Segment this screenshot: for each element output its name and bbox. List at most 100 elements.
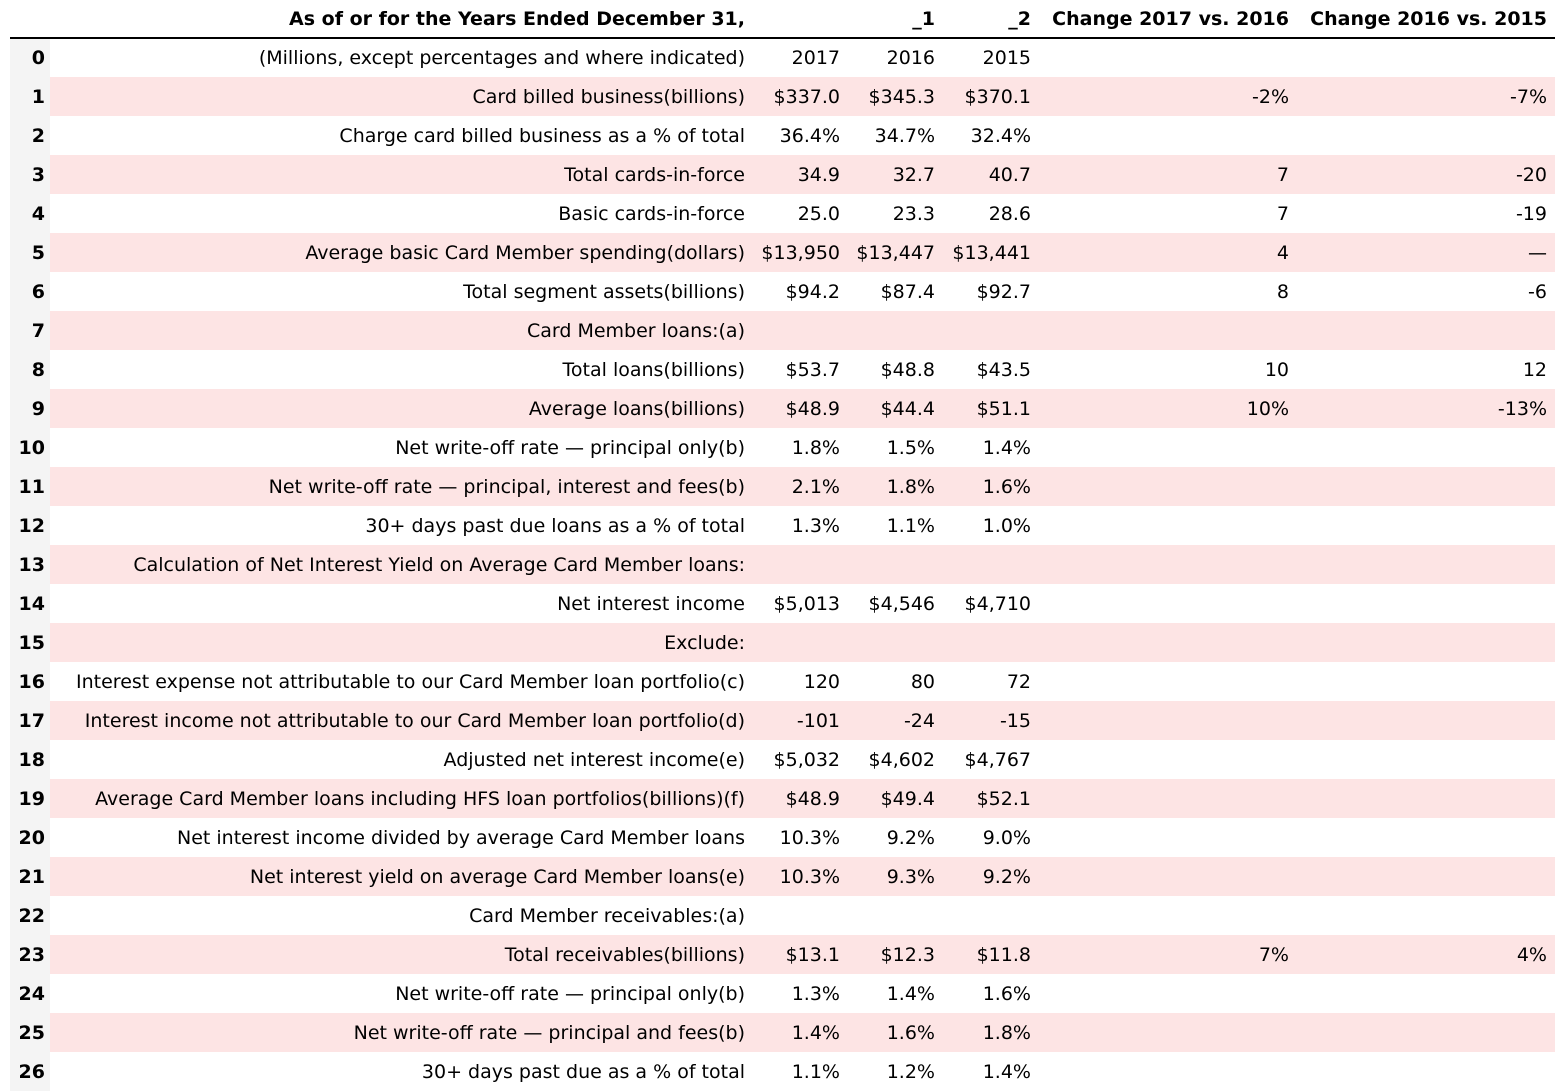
row-label-cell: Card Member receivables:(a) bbox=[469, 904, 745, 927]
value-2017-cell: 1.3% bbox=[791, 514, 840, 537]
change-2016-vs-2015-cell bbox=[1297, 545, 1555, 584]
value-2016-cell: $4,546 bbox=[868, 592, 935, 615]
change-2017-vs-2016-cell bbox=[1039, 545, 1297, 584]
row-index-cell: 17 bbox=[10, 701, 50, 740]
row-index-cell: 21 bbox=[10, 857, 50, 896]
row-index-cell: 25 bbox=[10, 1013, 50, 1052]
value-2015-cell bbox=[943, 545, 1039, 584]
change-2016-vs-2015-cell bbox=[1297, 428, 1555, 467]
row-label-cell: Total receivables(billions) bbox=[50, 935, 753, 974]
value-2017-cell: 2.1% bbox=[753, 467, 848, 506]
table-row: 1 Card billed business(billions) $337.0 $34… bbox=[10, 77, 1555, 116]
value-2017-cell: $94.2 bbox=[785, 280, 840, 303]
value-2017-cell: 25.0 bbox=[797, 202, 840, 225]
table-body: 0 (Millions, except percentages and where… bbox=[10, 38, 1555, 1091]
header-cell-change-2016-2015: Change 2016 vs. 2015 bbox=[1297, 0, 1555, 39]
value-2015-cell: $4,710 bbox=[964, 592, 1031, 615]
header-cell-year-col-1 bbox=[753, 0, 848, 39]
row-index-cell: 10 bbox=[10, 428, 50, 467]
change-2016-vs-2015-cell bbox=[1297, 857, 1555, 896]
table-row: 6 Total segment assets(billions) $94.2 $87.… bbox=[10, 272, 1555, 311]
value-2016-cell: 23.3 bbox=[892, 202, 935, 225]
table-row: 25 Net write-off rate — principal and fee… bbox=[10, 1013, 1555, 1052]
row-label-cell: Net write-off rate — principal and fees(… bbox=[50, 1013, 753, 1052]
value-2016-cell: $48.8 bbox=[880, 358, 935, 381]
change-2016-vs-2015-cell bbox=[1297, 584, 1555, 623]
change-2016-vs-2015-cell: -19 bbox=[1515, 202, 1547, 225]
table-row: 14 Net interest income $5,013 $4,546 $4,710 bbox=[10, 584, 1555, 623]
change-2017-vs-2016-cell: 7 bbox=[1039, 155, 1297, 194]
value-2016-cell bbox=[848, 623, 943, 662]
change-2016-vs-2015-cell bbox=[1297, 1052, 1555, 1091]
value-2017-cell: 1.1% bbox=[791, 1060, 840, 1083]
row-index-cell: 7 bbox=[10, 311, 50, 350]
table-row: 7 Card Member loans:(a) bbox=[10, 311, 1555, 350]
row-index-cell: 2 bbox=[10, 116, 50, 155]
change-2016-vs-2015-cell: -20 bbox=[1297, 155, 1555, 194]
value-2016-cell: 9.3% bbox=[848, 857, 943, 896]
change-2017-vs-2016-cell bbox=[1039, 740, 1297, 779]
change-2016-vs-2015-cell: 12 bbox=[1522, 358, 1547, 381]
table-row: 4 Basic cards-in-force 25.0 23.3 28.6 7 -19 bbox=[10, 194, 1555, 233]
value-2015-cell: $13,441 bbox=[943, 233, 1039, 272]
value-2016-cell: 1.2% bbox=[886, 1060, 935, 1083]
value-2015-cell: $51.1 bbox=[943, 389, 1039, 428]
change-2017-vs-2016-cell: 10 bbox=[1264, 358, 1289, 381]
header-row: As of or for the Years Ended December 31… bbox=[10, 0, 1555, 39]
row-index-cell: 0 bbox=[10, 38, 50, 77]
change-2017-vs-2016-cell bbox=[1039, 38, 1297, 77]
table-row: 15 Exclude: bbox=[10, 623, 1555, 662]
value-2016-cell: -24 bbox=[848, 701, 943, 740]
value-2015-cell: 1.0% bbox=[982, 514, 1031, 537]
value-2016-cell: $12.3 bbox=[848, 935, 943, 974]
value-2015-cell: 9.0% bbox=[982, 826, 1031, 849]
header-cell-change-2017-2016: Change 2017 vs. 2016 bbox=[1039, 0, 1297, 39]
value-2017-cell: 36.4% bbox=[779, 124, 840, 147]
value-2017-cell: 1.8% bbox=[791, 436, 840, 459]
table-row: 10 Net write-off rate — principal only(b)… bbox=[10, 428, 1555, 467]
change-2017-vs-2016-cell: -2% bbox=[1039, 77, 1297, 116]
value-2017-cell: 1.3% bbox=[791, 982, 840, 1005]
change-2016-vs-2015-cell bbox=[1297, 116, 1555, 155]
row-label-cell: Total loans(billions) bbox=[562, 358, 745, 381]
row-index-cell: 18 bbox=[10, 740, 50, 779]
change-2016-vs-2015-cell bbox=[1297, 974, 1555, 1013]
table-row: 16 Interest expense not attributable to o… bbox=[10, 662, 1555, 701]
value-2015-cell: 9.2% bbox=[943, 857, 1039, 896]
table-row: 21 Net interest yield on average Card Mem… bbox=[10, 857, 1555, 896]
value-2016-cell: 9.2% bbox=[886, 826, 935, 849]
row-label-cell: Card billed business(billions) bbox=[50, 77, 753, 116]
value-2017-cell: $5,032 bbox=[773, 748, 840, 771]
value-2015-cell: 72 bbox=[1006, 670, 1031, 693]
table-row: 26 30+ days past due as a % of total 1.1% 1… bbox=[10, 1052, 1555, 1091]
value-2015-cell: $43.5 bbox=[976, 358, 1031, 381]
change-2016-vs-2015-cell bbox=[1297, 662, 1555, 701]
row-index-cell: 22 bbox=[10, 896, 50, 935]
value-2017-cell: $53.7 bbox=[785, 358, 840, 381]
header-cell-description: As of or for the Years Ended December 31… bbox=[50, 0, 753, 39]
change-2016-vs-2015-cell: -6 bbox=[1528, 280, 1547, 303]
row-label-cell: Net write-off rate — principal, interest… bbox=[50, 467, 753, 506]
value-2017-cell: $337.0 bbox=[753, 77, 848, 116]
change-2016-vs-2015-cell bbox=[1297, 467, 1555, 506]
value-2016-cell: 1.4% bbox=[886, 982, 935, 1005]
value-2015-cell: 40.7 bbox=[943, 155, 1039, 194]
value-2015-cell: 2015 bbox=[982, 47, 1031, 69]
value-2016-cell: $87.4 bbox=[880, 280, 935, 303]
table-row: 18 Adjusted net interest income(e) $5,032 $… bbox=[10, 740, 1555, 779]
value-2016-cell: 1.5% bbox=[886, 436, 935, 459]
table-row: 17 Interest income not attributable to ou… bbox=[10, 701, 1555, 740]
value-2015-cell: 1.6% bbox=[943, 467, 1039, 506]
table-row: 11 Net write-off rate — principal, intere… bbox=[10, 467, 1555, 506]
value-2016-cell: $49.4 bbox=[848, 779, 943, 818]
change-2016-vs-2015-cell bbox=[1297, 623, 1555, 662]
value-2015-cell bbox=[943, 623, 1039, 662]
value-2017-cell: 1.4% bbox=[753, 1013, 848, 1052]
change-2017-vs-2016-cell bbox=[1039, 623, 1297, 662]
change-2017-vs-2016-cell bbox=[1039, 1052, 1297, 1091]
value-2016-cell: 34.7% bbox=[874, 124, 935, 147]
value-2017-cell: 2017 bbox=[791, 47, 840, 69]
table-row: 22 Card Member receivables:(a) bbox=[10, 896, 1555, 935]
row-index-cell: 1 bbox=[10, 77, 50, 116]
row-label-cell: Average Card Member loans including HFS … bbox=[50, 779, 753, 818]
